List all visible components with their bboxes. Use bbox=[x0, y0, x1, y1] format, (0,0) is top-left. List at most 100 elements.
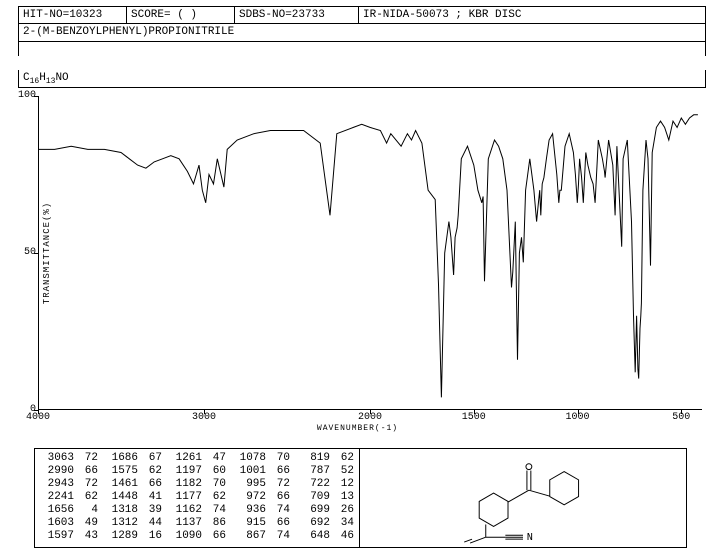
peak-transmittance: 86 bbox=[204, 517, 226, 530]
peak-wavenumber: 2241 bbox=[40, 491, 74, 504]
spectrum-line bbox=[38, 96, 702, 410]
peak-transmittance: 4 bbox=[76, 504, 98, 517]
peak-transmittance: 44 bbox=[140, 517, 162, 530]
peak-row: 168667 bbox=[104, 452, 162, 465]
peak-column: 1261471197601182701177621162741137861090… bbox=[165, 452, 229, 544]
peak-wavenumber: 787 bbox=[296, 465, 330, 478]
molecule-svg: N bbox=[360, 449, 686, 547]
peak-transmittance: 39 bbox=[140, 504, 162, 517]
peak-transmittance: 66 bbox=[76, 465, 98, 478]
peak-row: 118270 bbox=[168, 478, 226, 491]
peak-transmittance: 72 bbox=[76, 452, 98, 465]
peak-row: 146166 bbox=[104, 478, 162, 491]
x-axis-label: WAVENUMBER(-1) bbox=[317, 424, 398, 433]
peak-wavenumber: 936 bbox=[232, 504, 266, 517]
peak-transmittance: 66 bbox=[268, 517, 290, 530]
peak-wavenumber: 1686 bbox=[104, 452, 138, 465]
peak-row: 99572 bbox=[232, 478, 290, 491]
peak-transmittance: 52 bbox=[332, 465, 354, 478]
peak-row: 93674 bbox=[232, 504, 290, 517]
peak-transmittance: 62 bbox=[140, 465, 162, 478]
peak-row: 69926 bbox=[296, 504, 354, 517]
peak-wavenumber: 1656 bbox=[40, 504, 74, 517]
peak-wavenumber: 1448 bbox=[104, 491, 138, 504]
peak-transmittance: 60 bbox=[204, 465, 226, 478]
peak-transmittance: 62 bbox=[332, 452, 354, 465]
peak-transmittance: 34 bbox=[332, 517, 354, 530]
peak-transmittance: 49 bbox=[76, 517, 98, 530]
y-tick: 50 bbox=[16, 247, 36, 258]
peak-transmittance: 62 bbox=[76, 491, 98, 504]
peak-transmittance: 66 bbox=[268, 491, 290, 504]
y-tick: 100 bbox=[16, 90, 36, 101]
header-cell-ir-info: IR-NIDA-50073 ; KBR DISC bbox=[359, 7, 705, 23]
peak-wavenumber: 1289 bbox=[104, 530, 138, 543]
peak-wavenumber: 722 bbox=[296, 478, 330, 491]
peak-row: 299066 bbox=[40, 465, 98, 478]
peak-wavenumber: 1597 bbox=[40, 530, 74, 543]
peak-transmittance: 12 bbox=[332, 478, 354, 491]
bottom-panel: 3063722990662943722241621656416034915974… bbox=[34, 448, 687, 548]
peak-wavenumber: 2990 bbox=[40, 465, 74, 478]
molecule-structure: N bbox=[360, 448, 687, 548]
peak-transmittance: 41 bbox=[140, 491, 162, 504]
peak-wavenumber: 1575 bbox=[104, 465, 138, 478]
peak-column: 81962787527221270913699266923464846 bbox=[293, 452, 357, 544]
peak-row: 144841 bbox=[104, 491, 162, 504]
peak-wavenumber: 1312 bbox=[104, 517, 138, 530]
peak-wavenumber: 1461 bbox=[104, 478, 138, 491]
peak-transmittance: 67 bbox=[140, 452, 162, 465]
peak-wavenumber: 1182 bbox=[168, 478, 202, 491]
peak-transmittance: 16 bbox=[140, 530, 162, 543]
peak-row: 157562 bbox=[104, 465, 162, 478]
peak-wavenumber: 648 bbox=[296, 530, 330, 543]
peak-transmittance: 74 bbox=[268, 504, 290, 517]
peak-transmittance: 66 bbox=[268, 465, 290, 478]
peak-wavenumber: 867 bbox=[232, 530, 266, 543]
peak-row: 81962 bbox=[296, 452, 354, 465]
peak-row: 69234 bbox=[296, 517, 354, 530]
peak-row: 113786 bbox=[168, 517, 226, 530]
peak-row: 100166 bbox=[232, 465, 290, 478]
peak-wavenumber: 995 bbox=[232, 478, 266, 491]
spectrum-chart: TRANSMITTANCE(%)100500400030002000150010… bbox=[0, 96, 715, 410]
peak-column: 1078701001669957297266936749156686774 bbox=[229, 452, 293, 544]
peak-row: 128916 bbox=[104, 530, 162, 543]
peak-row: 117762 bbox=[168, 491, 226, 504]
peak-wavenumber: 692 bbox=[296, 517, 330, 530]
peak-wavenumber: 699 bbox=[296, 504, 330, 517]
peak-row: 64846 bbox=[296, 530, 354, 543]
peak-wavenumber: 1261 bbox=[168, 452, 202, 465]
peak-row: 70913 bbox=[296, 491, 354, 504]
peak-row: 159743 bbox=[40, 530, 98, 543]
header-cell-sdbs-no: SDBS-NO=23733 bbox=[235, 7, 359, 23]
nitrogen-label: N bbox=[527, 532, 533, 543]
peak-row: 72212 bbox=[296, 478, 354, 491]
peak-transmittance: 43 bbox=[76, 530, 98, 543]
peak-row: 294372 bbox=[40, 478, 98, 491]
peak-row: 86774 bbox=[232, 530, 290, 543]
peak-wavenumber: 1001 bbox=[232, 465, 266, 478]
peak-row: 131839 bbox=[104, 504, 162, 517]
compound-name: 2-(M-BENZOYLPHENYL)PROPIONITRILE bbox=[18, 24, 706, 42]
peak-wavenumber: 915 bbox=[232, 517, 266, 530]
peak-row: 97266 bbox=[232, 491, 290, 504]
peak-wavenumber: 709 bbox=[296, 491, 330, 504]
peak-row: 306372 bbox=[40, 452, 98, 465]
peak-row: 160349 bbox=[40, 517, 98, 530]
peak-transmittance: 46 bbox=[332, 530, 354, 543]
peak-transmittance: 47 bbox=[204, 452, 226, 465]
peak-row: 116274 bbox=[168, 504, 226, 517]
peak-transmittance: 72 bbox=[76, 478, 98, 491]
peak-row: 91566 bbox=[232, 517, 290, 530]
peak-transmittance: 74 bbox=[204, 504, 226, 517]
molecular-formula: C16H13NO bbox=[18, 70, 706, 88]
peak-row: 126147 bbox=[168, 452, 226, 465]
peak-row: 119760 bbox=[168, 465, 226, 478]
peak-wavenumber: 1090 bbox=[168, 530, 202, 543]
peak-row: 78752 bbox=[296, 465, 354, 478]
peak-transmittance: 66 bbox=[204, 530, 226, 543]
peak-wavenumber: 1162 bbox=[168, 504, 202, 517]
peak-column: 3063722990662943722241621656416034915974… bbox=[37, 452, 101, 544]
peak-wavenumber: 2943 bbox=[40, 478, 74, 491]
